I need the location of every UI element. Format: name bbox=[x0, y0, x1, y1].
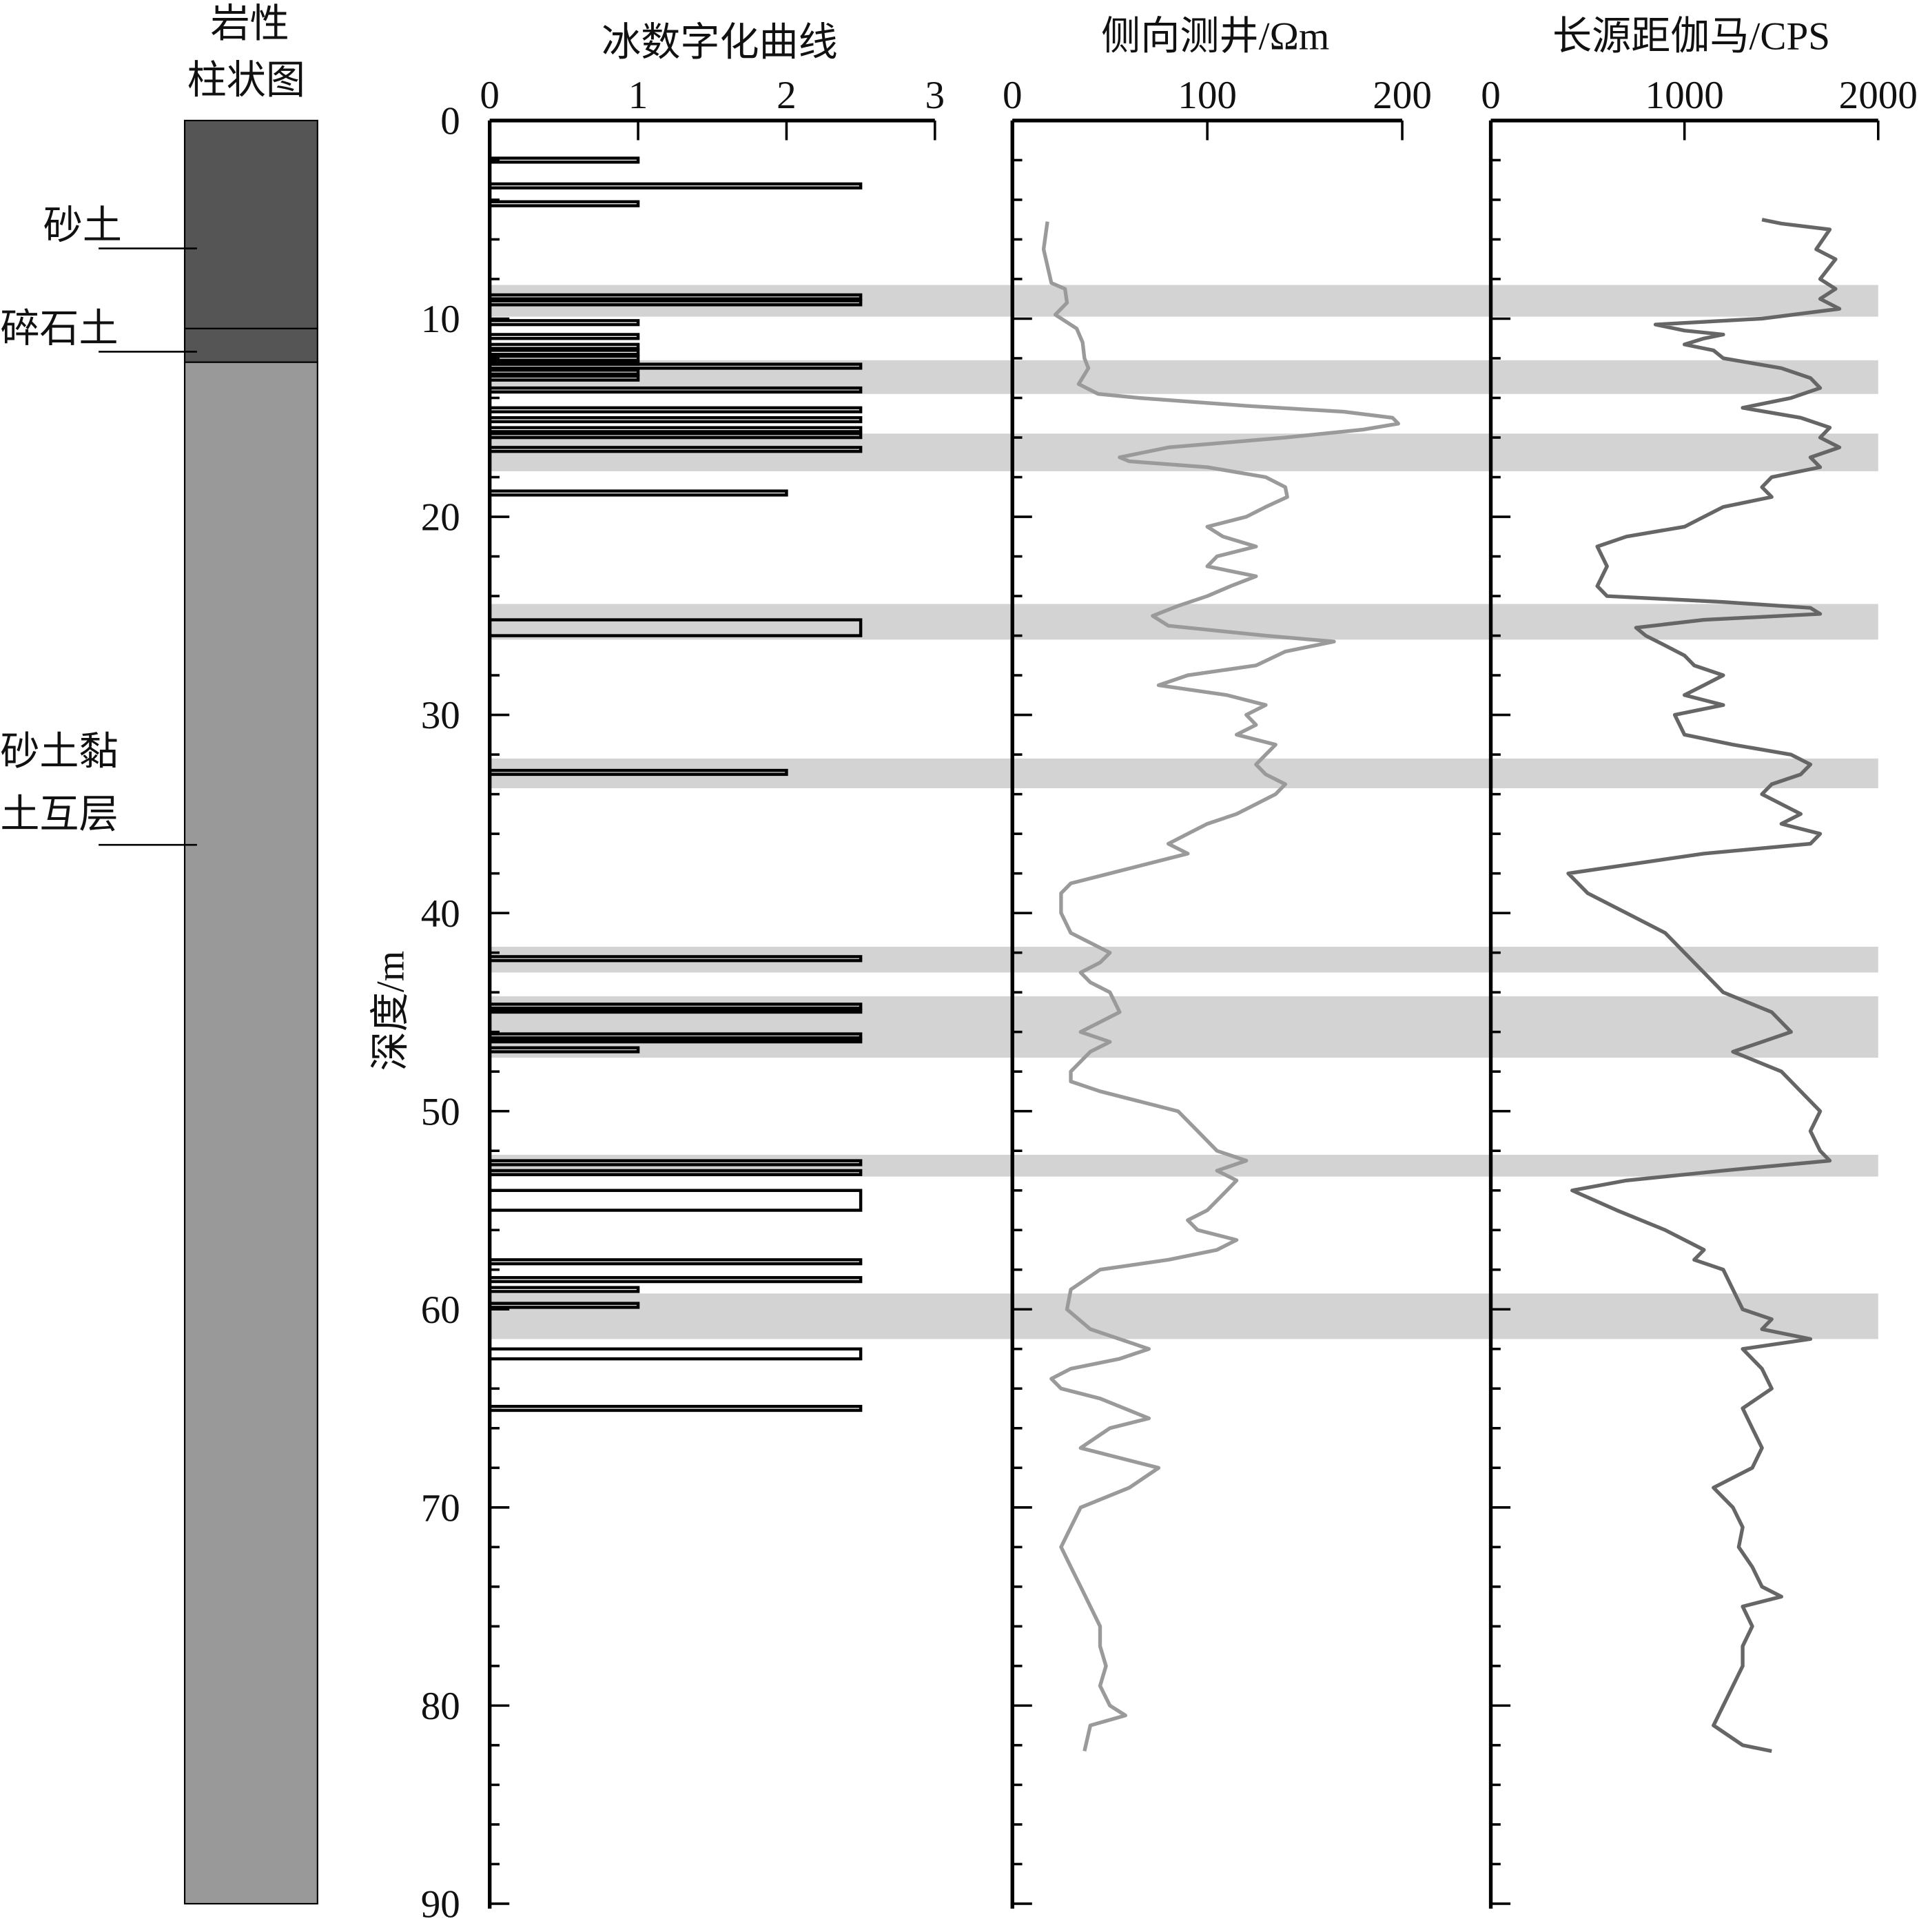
y-tick-label: 40 bbox=[421, 892, 460, 936]
ice-interval bbox=[488, 446, 863, 453]
x-tick-label: 3 bbox=[925, 74, 945, 117]
y-tick-label: 50 bbox=[421, 1090, 460, 1133]
ice-interval bbox=[488, 618, 863, 637]
x-tick-label: 1 bbox=[628, 74, 648, 117]
lithology-layer bbox=[183, 361, 318, 1905]
ice-interval bbox=[488, 293, 863, 300]
ice-interval bbox=[488, 354, 640, 362]
x-tick-label: 0 bbox=[1003, 74, 1023, 117]
y-tick-label: 80 bbox=[421, 1685, 460, 1728]
highlight-band bbox=[489, 1293, 1878, 1339]
layer-label-interbed-1: 砂土黏 bbox=[0, 730, 118, 774]
y-tick-label: 60 bbox=[421, 1288, 460, 1332]
lithology-layer bbox=[183, 119, 318, 329]
x-tick-label: 200 bbox=[1373, 74, 1432, 117]
gamma-curve bbox=[1566, 218, 1842, 1754]
ice-interval bbox=[488, 489, 788, 497]
ice-interval bbox=[488, 1038, 863, 1044]
plot-2: 0 1000 2000 bbox=[1481, 74, 1918, 1909]
resistivity-chart-title: 侧向测井/Ωm bbox=[1101, 14, 1329, 58]
y-axis-label: 深度/m bbox=[369, 951, 413, 1071]
highlight-band bbox=[489, 604, 1878, 640]
ice-interval bbox=[488, 768, 788, 777]
ice-interval bbox=[488, 374, 640, 382]
y-tick-label: 70 bbox=[421, 1486, 460, 1530]
ice-interval bbox=[488, 369, 640, 376]
ice-interval bbox=[488, 362, 863, 370]
ice-interval bbox=[488, 156, 640, 164]
ice-interval bbox=[488, 386, 863, 394]
ice-interval bbox=[488, 955, 863, 963]
ice-interval bbox=[488, 1008, 863, 1014]
ice-interval bbox=[488, 1347, 863, 1361]
y-tick-label: 20 bbox=[421, 496, 460, 539]
x-tick-label: 0 bbox=[480, 74, 500, 117]
ice-interval bbox=[488, 1258, 863, 1266]
ice-interval bbox=[488, 406, 863, 413]
ice-interval bbox=[488, 1276, 863, 1284]
x-tick-label: 0 bbox=[1481, 74, 1501, 117]
ice-interval bbox=[488, 1286, 640, 1293]
ice-interval bbox=[488, 432, 863, 440]
highlight-bands bbox=[489, 285, 1878, 1339]
x-tick-label: 100 bbox=[1178, 74, 1237, 117]
ice-interval bbox=[488, 1159, 863, 1167]
gamma-chart-title: 长源距伽马/CPS bbox=[1552, 14, 1830, 58]
ice-interval bbox=[488, 349, 640, 356]
y-tick-label: 90 bbox=[421, 1883, 460, 1926]
ice-interval bbox=[488, 200, 640, 207]
y-tick-label: 30 bbox=[421, 694, 460, 737]
ice-interval bbox=[488, 1404, 863, 1412]
lithology-column bbox=[99, 119, 318, 1905]
layer-label-sand: 砂土 bbox=[43, 204, 122, 247]
y-tick-label: 0 bbox=[440, 100, 460, 143]
highlight-band bbox=[489, 996, 1878, 1058]
y-tick-label: 10 bbox=[421, 298, 460, 341]
ice-interval bbox=[488, 1046, 640, 1054]
ice-interval bbox=[488, 333, 640, 340]
x-tick-label: 2000 bbox=[1839, 74, 1918, 117]
ice-interval bbox=[488, 426, 863, 433]
lithology-title-1: 岩性 bbox=[211, 3, 289, 46]
ice-interval bbox=[488, 1032, 863, 1040]
x-tick-label: 1000 bbox=[1645, 74, 1724, 117]
resistivity-curve bbox=[1041, 221, 1401, 1752]
ice-interval bbox=[488, 299, 863, 307]
ice-interval bbox=[488, 1189, 863, 1212]
lithology-layer bbox=[183, 327, 318, 363]
layer-label-gravel: 碎石土 bbox=[0, 307, 118, 351]
ice-interval bbox=[488, 182, 863, 189]
lithology-title-2: 柱状图 bbox=[187, 59, 305, 103]
ice-interval bbox=[488, 1169, 863, 1176]
ice-chart-title: 冰数字化曲线 bbox=[602, 21, 838, 64]
ice-interval bbox=[488, 319, 640, 327]
ice-interval bbox=[488, 416, 863, 424]
plot-1: 0 100 200 bbox=[1003, 74, 1432, 1909]
x-tick-label: 2 bbox=[777, 74, 797, 117]
layer-label-interbed-2: 土互层 bbox=[0, 793, 118, 836]
ice-interval bbox=[488, 342, 640, 350]
ice-interval bbox=[488, 1302, 640, 1309]
ice-interval bbox=[488, 1003, 863, 1010]
